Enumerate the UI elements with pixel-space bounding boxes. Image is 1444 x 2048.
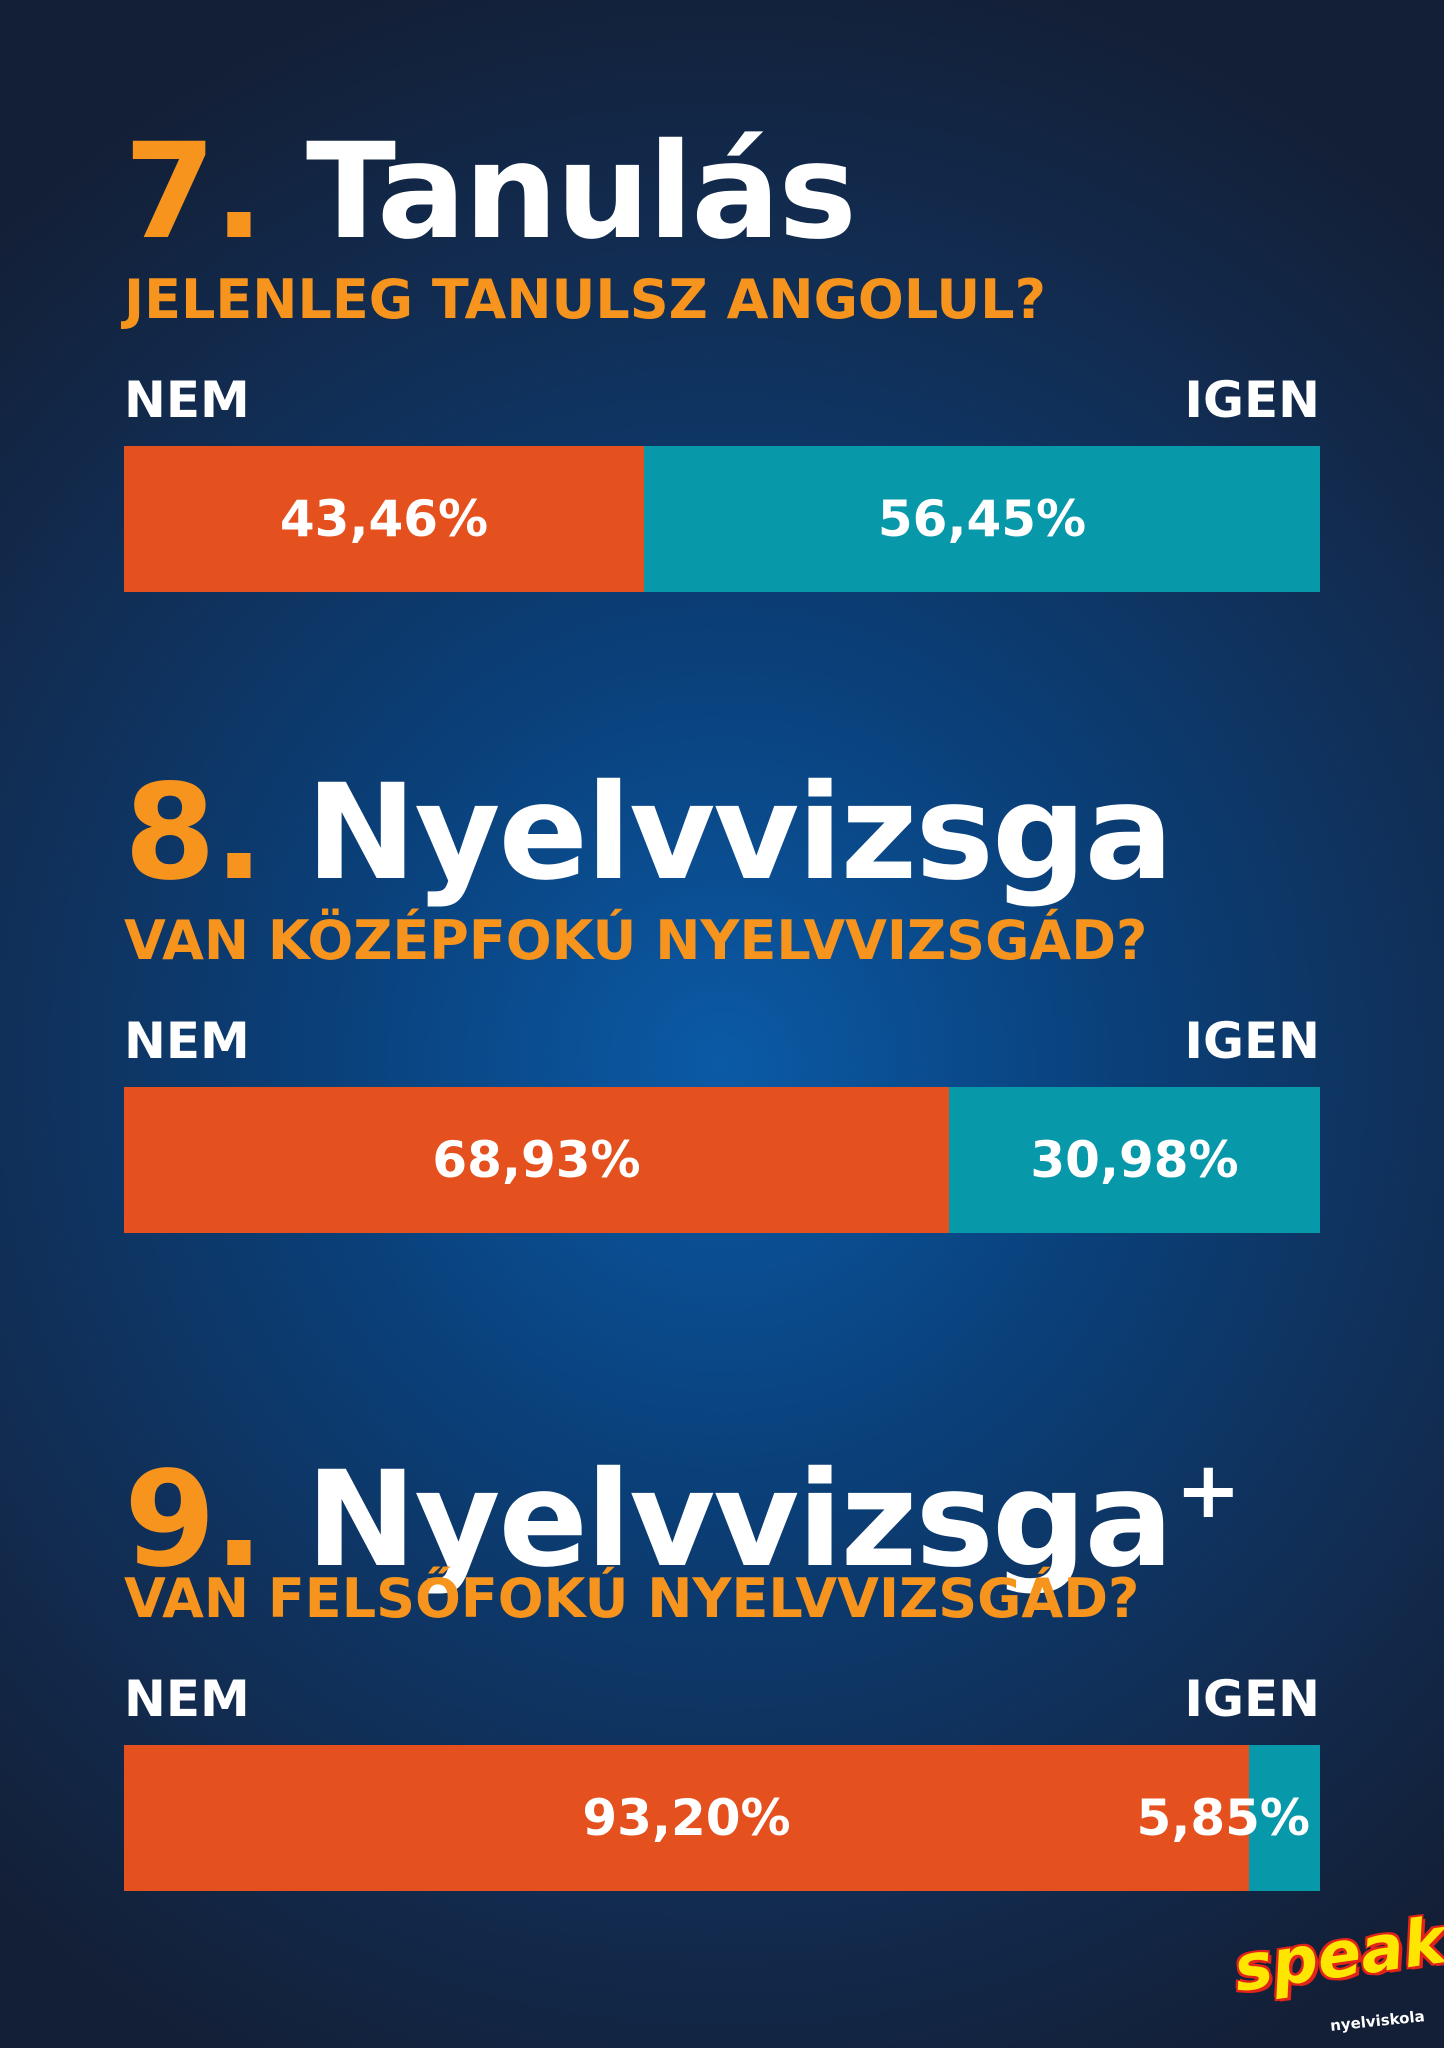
section-number: 7.	[124, 115, 264, 269]
stacked-bar: 68,93% 30,98%	[124, 1087, 1320, 1233]
nem-bar-segment	[124, 1745, 1249, 1891]
stacked-bar: 43,46% 56,45%	[124, 446, 1320, 592]
igen-label: IGEN	[1184, 1012, 1320, 1070]
plus-superscript: +	[1175, 1446, 1241, 1536]
logo-subtext: nyelviskola	[1329, 2007, 1426, 2035]
igen-label: IGEN	[1184, 1670, 1320, 1728]
section-number: 8.	[124, 756, 264, 910]
section-heading: Tanulás	[305, 115, 857, 269]
nem-value-label: 43,46%	[279, 490, 489, 548]
igen-bar-segment	[949, 1087, 1320, 1233]
survey-question: JELENLEG TANULSZ ANGOLUL?	[124, 268, 1046, 331]
section-heading: Nyelvvizsga	[305, 1443, 1174, 1597]
igen-value-label: 56,45%	[877, 490, 1087, 548]
nem-value-label: 93,20%	[582, 1789, 791, 1847]
nem-bar-segment	[124, 1087, 949, 1233]
speak-logo: speak! nyelviskola	[1229, 1900, 1444, 2035]
igen-value-label: 30,98%	[1030, 1131, 1239, 1189]
igen-label: IGEN	[1184, 371, 1320, 429]
nem-value-label: 68,93%	[432, 1131, 641, 1189]
section-number: 9.	[124, 1443, 264, 1597]
survey-question: VAN FELSŐFOKÚ NYELVVIZSGÁD?	[124, 1567, 1140, 1630]
section-title: 8. Nyelvvizsga	[124, 753, 1174, 913]
survey-question: VAN KÖZÉPFOKÚ NYELVVIZSGÁD?	[124, 909, 1148, 972]
igen-value-label: 5,85%	[1136, 1789, 1310, 1847]
section-title: 7. Tanulás	[124, 112, 857, 272]
igen-bar-segment	[1249, 1745, 1320, 1891]
survey-section-8: 8. Nyelvvizsga VAN KÖZÉPFOKÚ NYELVVIZSGÁ…	[124, 753, 1320, 1273]
section-title: 9. Nyelvvizsga+	[124, 1411, 1241, 1600]
nem-label: NEM	[124, 371, 250, 429]
section-heading: Nyelvvizsga	[305, 756, 1174, 910]
survey-section-7: 7. Tanulás JELENLEG TANULSZ ANGOLUL? NEM…	[124, 112, 1320, 632]
stacked-bar: 93,20% 5,85%	[124, 1745, 1320, 1891]
igen-bar-segment	[644, 446, 1320, 592]
nem-label: NEM	[124, 1670, 250, 1728]
survey-section-9: 9. Nyelvvizsga+ VAN FELSŐFOKÚ NYELVVIZSG…	[124, 1411, 1320, 1931]
nem-label: NEM	[124, 1012, 250, 1070]
nem-bar-segment	[124, 446, 644, 592]
